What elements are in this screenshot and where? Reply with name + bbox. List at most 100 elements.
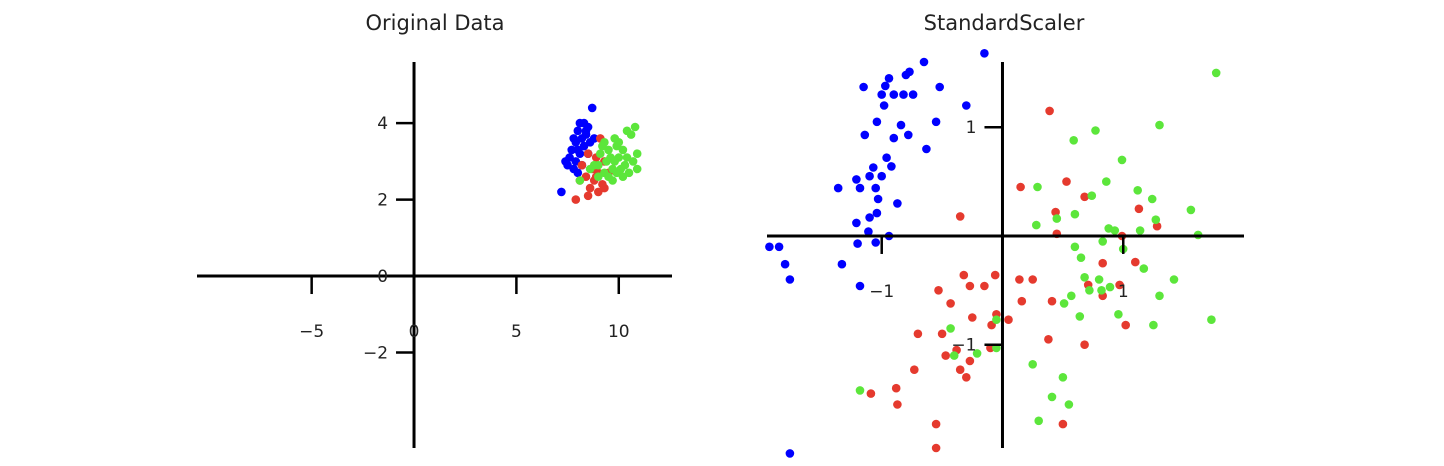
- data-point-series-1-6: [955, 212, 965, 221]
- data-point-series-0-44: [855, 281, 865, 291]
- x-tick-label: −1: [869, 282, 894, 302]
- data-point-series-2-2: [626, 130, 636, 139]
- data-point-series-1-14: [959, 270, 969, 280]
- data-point-series-0-29: [871, 183, 880, 193]
- data-point-series-2-27: [608, 176, 617, 185]
- data-point-series-0-24: [877, 171, 886, 181]
- points-layer: [557, 103, 642, 204]
- data-point-series-1-42: [893, 400, 902, 409]
- data-point-series-2-14: [1110, 226, 1120, 235]
- x-tick-label: −5: [299, 322, 324, 342]
- data-point-series-0-43: [785, 275, 795, 284]
- data-point-series-2-12: [1052, 214, 1062, 223]
- data-point-series-1-8: [1152, 221, 1162, 231]
- data-point-series-2-31: [628, 157, 638, 166]
- data-point-series-1-14: [571, 195, 581, 204]
- data-point-series-0-0: [587, 103, 597, 113]
- data-point-series-0-12: [879, 101, 889, 110]
- data-point-series-2-43: [1028, 360, 1037, 369]
- data-point-series-2-11: [1070, 209, 1080, 219]
- data-point-series-0-8: [908, 90, 918, 99]
- y-tick-label: 0: [377, 267, 388, 287]
- data-point-series-2-21: [624, 168, 634, 178]
- data-point-series-2-47: [1058, 373, 1068, 382]
- data-point-series-1-5: [1134, 204, 1144, 214]
- data-point-series-0-10: [579, 141, 589, 151]
- data-point-series-0-5: [881, 81, 890, 91]
- data-point-series-2-32: [575, 176, 585, 185]
- data-point-series-0-24: [557, 187, 566, 197]
- data-point-series-0-26: [855, 183, 865, 193]
- data-point-series-2-1: [1155, 120, 1164, 130]
- data-point-series-0-33: [865, 213, 874, 222]
- data-point-series-2-23: [1139, 264, 1149, 273]
- x-tick-label: 10: [608, 322, 630, 342]
- data-point-series-0-32: [872, 208, 882, 218]
- data-point-series-2-0: [630, 122, 640, 132]
- data-point-series-0-23: [869, 163, 878, 172]
- chart-title: StandardScaler: [924, 11, 1085, 35]
- data-point-series-0-41: [765, 242, 774, 252]
- data-point-series-0-17: [904, 130, 913, 140]
- data-point-series-0-21: [922, 144, 931, 154]
- chart-title: Original Data: [366, 11, 505, 35]
- data-point-series-2-37: [992, 315, 1001, 325]
- data-point-series-0-18: [889, 133, 899, 143]
- data-point-series-1-11: [1098, 258, 1107, 268]
- data-point-series-0-34: [852, 218, 861, 228]
- data-point-series-2-5: [1102, 177, 1111, 186]
- data-point-series-2-33: [1075, 312, 1085, 321]
- data-point-series-1-31: [913, 329, 923, 339]
- x-tick-label: 1: [1118, 282, 1129, 302]
- data-point-series-2-35: [1207, 315, 1216, 325]
- data-point-series-0-6: [877, 90, 886, 99]
- data-point-series-0-14: [931, 117, 941, 127]
- data-point-series-2-18: [1032, 220, 1041, 230]
- data-point-series-1-10: [1131, 257, 1140, 267]
- data-point-series-1-38: [955, 365, 965, 375]
- data-point-series-1-32: [1044, 335, 1053, 344]
- data-point-series-1-44: [931, 443, 941, 453]
- ticks: −1 1 −1 1: [869, 118, 1128, 355]
- data-point-series-1-15: [990, 270, 1000, 280]
- data-point-series-0-16: [896, 120, 906, 130]
- data-point-series-0-0: [980, 49, 989, 58]
- data-point-series-2-20: [1076, 253, 1086, 262]
- data-point-series-0-22: [887, 162, 896, 171]
- data-point-series-0-21: [573, 168, 583, 178]
- data-point-series-2-19: [1070, 242, 1080, 252]
- plot-standard-scaler: StandardScaler −1 1 −1 1: [765, 11, 1244, 458]
- data-point-series-1-19: [980, 281, 989, 291]
- data-point-series-0-12: [567, 145, 576, 155]
- axes: [767, 62, 1244, 448]
- data-point-series-0-23: [589, 134, 599, 143]
- points-layer: [765, 49, 1221, 458]
- data-point-series-0-14: [575, 149, 585, 158]
- data-point-series-2-20: [612, 168, 621, 178]
- data-point-series-2-29: [598, 141, 607, 151]
- data-point-series-2-21: [1098, 237, 1107, 246]
- data-point-series-0-1: [919, 57, 929, 67]
- data-point-series-2-6: [1033, 182, 1042, 192]
- data-point-series-0-28: [833, 183, 843, 193]
- data-point-series-0-15: [872, 117, 882, 127]
- data-point-series-0-45: [785, 449, 795, 458]
- data-point-series-2-8: [1133, 186, 1142, 195]
- y-tick-label: −1: [951, 336, 976, 356]
- data-point-series-1-37: [965, 356, 975, 366]
- data-point-series-2-8: [632, 149, 642, 158]
- data-point-series-2-31: [1085, 286, 1094, 295]
- data-point-series-1-26: [968, 313, 977, 322]
- data-point-series-2-42: [855, 386, 865, 395]
- data-point-series-2-25: [594, 172, 603, 181]
- data-point-series-0-10: [899, 90, 908, 99]
- data-point-series-1-4: [577, 160, 587, 170]
- x-tick-label: 0: [409, 322, 420, 342]
- data-point-series-2-32: [1059, 299, 1069, 308]
- data-point-series-2-9: [1147, 194, 1157, 204]
- data-point-series-0-20: [860, 130, 870, 140]
- data-point-series-2-46: [1034, 416, 1043, 426]
- data-point-series-0-2: [575, 118, 585, 128]
- data-point-series-0-37: [871, 238, 880, 247]
